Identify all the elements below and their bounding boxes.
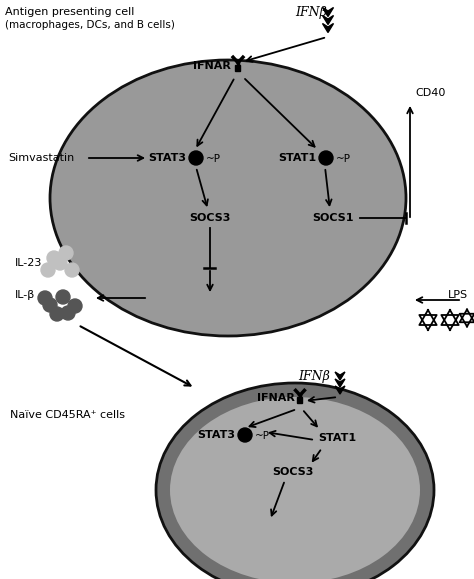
Text: ~P: ~P: [336, 154, 351, 164]
Text: SOCS1: SOCS1: [312, 213, 354, 223]
Circle shape: [50, 307, 64, 321]
Circle shape: [68, 299, 82, 313]
Circle shape: [47, 251, 61, 265]
Ellipse shape: [170, 397, 420, 579]
Polygon shape: [335, 372, 345, 380]
Circle shape: [189, 151, 203, 165]
Circle shape: [238, 428, 252, 442]
Text: Simvastatin: Simvastatin: [8, 153, 74, 163]
Bar: [236, 65, 240, 71]
Bar: [298, 397, 302, 403]
Text: CD40: CD40: [415, 88, 446, 98]
Polygon shape: [322, 24, 334, 32]
Polygon shape: [335, 386, 345, 394]
Text: LPS: LPS: [448, 290, 468, 300]
Text: STAT3: STAT3: [148, 153, 186, 163]
Polygon shape: [322, 8, 334, 16]
Text: STAT1: STAT1: [318, 433, 356, 443]
Circle shape: [59, 246, 73, 260]
Text: (macrophages, DCs, and B cells): (macrophages, DCs, and B cells): [5, 20, 175, 30]
Text: STAT3: STAT3: [197, 430, 235, 440]
Circle shape: [41, 263, 55, 277]
Circle shape: [38, 291, 52, 305]
Ellipse shape: [50, 60, 406, 336]
Text: IL-β: IL-β: [15, 290, 35, 300]
Text: SOCS3: SOCS3: [272, 467, 314, 477]
Text: IL-23: IL-23: [15, 258, 42, 268]
Polygon shape: [335, 379, 345, 387]
Circle shape: [53, 256, 67, 270]
Circle shape: [61, 306, 75, 320]
Circle shape: [56, 290, 70, 304]
Circle shape: [65, 263, 79, 277]
Polygon shape: [322, 16, 334, 24]
Text: ~P: ~P: [255, 431, 270, 441]
Text: IFNAR: IFNAR: [193, 61, 231, 71]
Text: ~P: ~P: [206, 154, 221, 164]
Text: IFNβ: IFNβ: [298, 370, 330, 383]
Text: SOCS3: SOCS3: [189, 213, 231, 223]
Text: Naïve CD45RA⁺ cells: Naïve CD45RA⁺ cells: [10, 410, 125, 420]
Text: STAT1: STAT1: [278, 153, 316, 163]
Text: IFNAR: IFNAR: [257, 393, 295, 403]
Text: Antigen presenting cell: Antigen presenting cell: [5, 7, 134, 17]
Circle shape: [319, 151, 333, 165]
Text: IFNβ: IFNβ: [295, 6, 327, 19]
Circle shape: [43, 298, 57, 312]
Ellipse shape: [156, 383, 434, 579]
